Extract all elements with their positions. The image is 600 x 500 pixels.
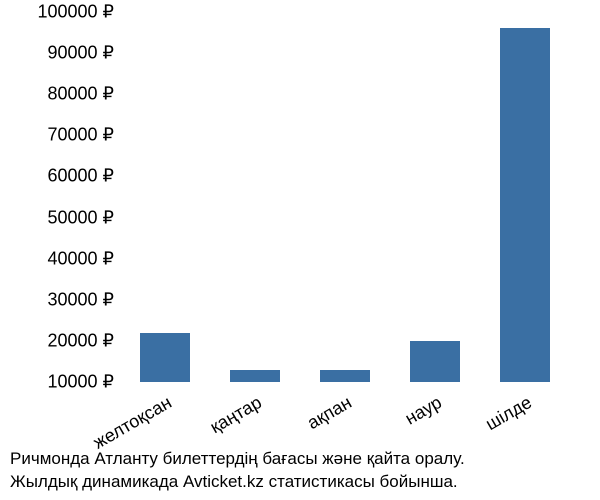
chart-caption: Ричмонда Атланту билеттердің бағасы және… — [10, 448, 465, 494]
y-tick-label: 20000 ₽ — [47, 330, 114, 351]
y-tick-label: 30000 ₽ — [47, 289, 114, 310]
caption-line-2: Жылдық динамикада Avticket.kz статистика… — [10, 471, 465, 494]
bars-layer — [120, 12, 570, 382]
y-tick-label: 50000 ₽ — [47, 207, 114, 228]
y-tick-label: 100000 ₽ — [37, 2, 114, 23]
y-tick-label: 10000 ₽ — [47, 372, 114, 393]
chart-container: 10000 ₽ 20000 ₽ 30000 ₽ 40000 ₽ 50000 ₽ 60000… — [0, 0, 600, 500]
bar — [320, 370, 370, 382]
y-tick-label: 80000 ₽ — [47, 84, 114, 105]
bar — [410, 341, 460, 382]
caption-line-1: Ричмонда Атланту билеттердің бағасы және… — [10, 448, 465, 471]
y-tick-label: 40000 ₽ — [47, 248, 114, 269]
bar — [140, 333, 190, 382]
bar — [500, 28, 550, 382]
y-tick-label: 60000 ₽ — [47, 166, 114, 187]
y-tick-label: 70000 ₽ — [47, 125, 114, 146]
y-tick-label: 90000 ₽ — [47, 43, 114, 64]
plot-area — [120, 12, 570, 382]
bar — [230, 370, 280, 382]
